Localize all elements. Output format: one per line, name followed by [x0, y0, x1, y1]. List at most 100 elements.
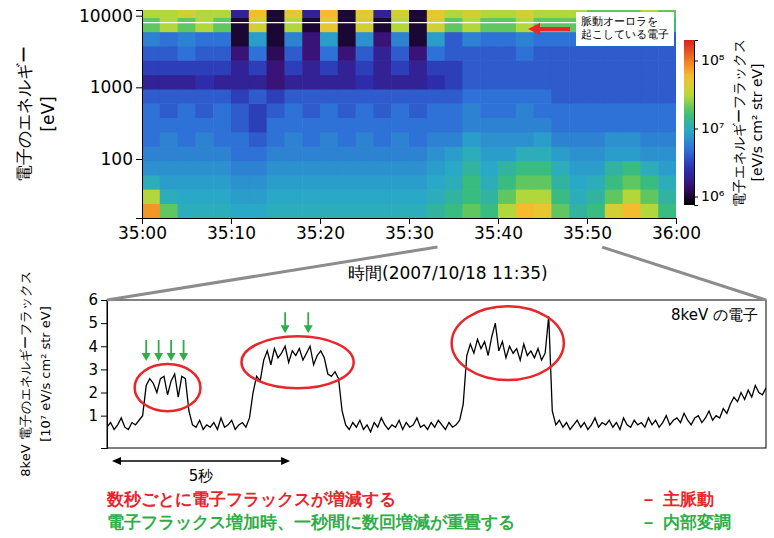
main-pulse-ellipse — [135, 364, 201, 411]
heat-cell — [409, 203, 427, 218]
heat-cell — [249, 132, 267, 147]
heat-cell — [267, 10, 285, 18]
x-axis-tick: 35:50 — [563, 218, 612, 243]
y-axis-lower-tick-label: 6 — [88, 291, 98, 309]
x-axis-tick-label: 35:50 — [563, 223, 612, 243]
heat-cell — [409, 10, 427, 18]
heat-cell — [373, 103, 391, 118]
y-axis-tick: 1000 — [90, 77, 142, 97]
annotation-arrow — [536, 27, 570, 31]
heat-cell — [373, 60, 391, 75]
heat-cell — [462, 10, 480, 18]
heat-cell — [160, 132, 178, 147]
heat-cell — [445, 117, 463, 132]
heat-cell — [551, 203, 569, 218]
heat-cell — [178, 161, 196, 176]
heat-cell — [373, 10, 391, 18]
colorbar-axis-tick-mark — [694, 60, 698, 61]
heat-cell — [409, 175, 427, 190]
heat-cell — [320, 203, 338, 218]
heat-cell — [195, 10, 213, 18]
heat-cell — [462, 189, 480, 204]
heat-cell — [640, 117, 658, 132]
heat-cell — [195, 146, 213, 161]
heat-cell — [658, 189, 676, 204]
heat-cell — [356, 117, 374, 132]
scale-bar-label: 5秒 — [189, 467, 214, 485]
heat-cell — [623, 203, 641, 218]
heat-cell — [623, 161, 641, 176]
heat-cell — [427, 161, 445, 176]
heat-cell — [195, 117, 213, 132]
x-axis-tick-label: 35:10 — [207, 223, 256, 243]
heat-cell — [231, 103, 249, 118]
heat-cell — [569, 46, 587, 61]
heat-cell — [551, 32, 569, 47]
heat-cell — [605, 132, 623, 147]
heat-cell — [338, 132, 356, 147]
heat-cell — [640, 203, 658, 218]
heat-cell — [142, 75, 160, 90]
y-axis-lower-tick-label: 4 — [88, 338, 98, 356]
heat-cell — [195, 32, 213, 47]
heat-cell — [267, 175, 285, 190]
heat-cell — [516, 103, 534, 118]
heat-cell — [373, 161, 391, 176]
heat-cell — [427, 132, 445, 147]
heat-cell — [231, 146, 249, 161]
heat-cell — [213, 161, 231, 176]
heat-cell — [498, 175, 516, 190]
modulation-arrow — [284, 312, 286, 327]
heat-cell — [391, 75, 409, 90]
heat-cell — [623, 46, 641, 61]
heat-cell — [178, 103, 196, 118]
heat-cell — [516, 175, 534, 190]
heat-cell — [267, 89, 285, 104]
heat-cell — [284, 175, 302, 190]
heat-cell — [462, 146, 480, 161]
heat-cell — [427, 75, 445, 90]
heat-cell — [498, 117, 516, 132]
heat-cell — [391, 17, 409, 32]
heat-cell — [516, 203, 534, 218]
heat-cell — [658, 132, 676, 147]
heat-cell — [178, 17, 196, 32]
heat-cell — [551, 46, 569, 61]
heat-cell — [534, 32, 552, 47]
scale-bar — [118, 460, 284, 462]
heat-cell — [551, 189, 569, 204]
x-axis-tick: 35:10 — [207, 218, 256, 243]
y-axis-tick-mark — [136, 159, 142, 160]
heat-cell — [605, 60, 623, 75]
y-axis-lower-tick-label: 3 — [88, 361, 98, 379]
x-axis-tick: 35:20 — [296, 218, 345, 243]
y-axis-lower-tick-label: 2 — [88, 384, 98, 402]
y-axis-title-lower: [10⁷ eV/s cm² str eV] — [38, 306, 53, 442]
heat-cell — [516, 117, 534, 132]
heat-cell — [516, 189, 534, 204]
heat-cell — [605, 117, 623, 132]
heat-cell — [249, 161, 267, 176]
heat-cell — [623, 89, 641, 104]
modulation-arrowhead — [304, 325, 313, 333]
heat-cell — [534, 46, 552, 61]
heat-cell — [658, 46, 676, 61]
note-text: 数秒ごとに電子フラックスが増減する — [106, 489, 396, 509]
heat-cell — [373, 175, 391, 190]
heat-cell — [302, 117, 320, 132]
heat-cell — [284, 161, 302, 176]
heat-cell — [551, 132, 569, 147]
heat-cell — [373, 132, 391, 147]
heat-cell — [267, 189, 285, 204]
heat-cell — [445, 203, 463, 218]
y-axis-lower-tick-mark — [101, 323, 107, 324]
heat-cell — [160, 189, 178, 204]
heat-cell — [640, 75, 658, 90]
heat-cell — [178, 189, 196, 204]
scale-bar-head — [112, 457, 290, 465]
colorbar-axis: 10⁶10⁷10⁸ — [694, 41, 725, 206]
heat-cell — [409, 32, 427, 47]
main-pulse-ellipse — [452, 306, 564, 380]
heat-cell — [640, 161, 658, 176]
heat-cell — [160, 117, 178, 132]
